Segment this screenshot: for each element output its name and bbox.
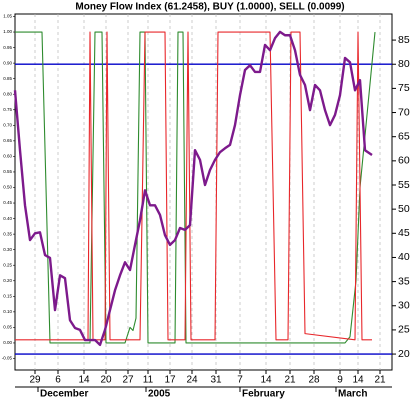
y2-tick-label: 0.65 [3, 138, 12, 143]
y2-tick-label: 0.80 [3, 91, 12, 96]
y2-tick-label: 0.75 [3, 107, 12, 112]
y-tick-label: 70 [398, 106, 410, 118]
y2-tick-label: 0.10 [3, 309, 12, 314]
y-tick-label: 45 [398, 227, 410, 239]
y2-tick-label: 1.05 [3, 14, 12, 19]
y-tick-label: 65 [398, 130, 410, 142]
y-tick-label: 50 [398, 203, 410, 215]
y2-tick-label: 0.55 [3, 169, 12, 174]
y2-tick-label: 0.25 [3, 262, 12, 267]
y-tick-label: 30 [398, 300, 410, 312]
y2-tick-label: 0.00 [3, 340, 12, 345]
y-tick-label: 25 [398, 324, 410, 336]
period-label: March [338, 389, 367, 400]
y2-tick-label: 0.35 [3, 231, 12, 236]
y-tick-label: 75 [398, 82, 410, 94]
y2-tick-label: 0.90 [3, 60, 12, 65]
x-tick-label: 14 [78, 375, 90, 386]
x-tick-label: 7 [237, 375, 243, 386]
y2-tick-label: 1.00 [3, 29, 12, 34]
x-tick-label: 9 [337, 375, 343, 386]
y2-tick-label: 0.45 [3, 200, 12, 205]
y-tick-label: 60 [398, 155, 410, 167]
y2-tick-label: 0.30 [3, 247, 12, 252]
x-tick-label: 11 [143, 375, 154, 386]
y-tick-label: 85 [398, 34, 410, 46]
x-tick-label: 14 [260, 375, 272, 386]
y2-tick-label: 0.60 [3, 154, 12, 159]
period-label: December [40, 389, 88, 400]
x-tick-label: 21 [284, 375, 296, 386]
period-label: 2005 [148, 389, 171, 400]
plot-frame [14, 13, 393, 371]
y2-tick-label: 0.20 [3, 278, 12, 283]
series-line [15, 31, 376, 344]
x-tick-label: 29 [29, 375, 41, 386]
x-tick-label: 24 [186, 375, 198, 386]
y-tick-label: 40 [398, 251, 410, 263]
y2-tick-label: 0.70 [3, 122, 12, 127]
x-tick-label: 27 [122, 375, 134, 386]
x-tick-label: 20 [100, 375, 112, 386]
y2-tick-label: 0.85 [3, 76, 12, 81]
x-tick-label: 31 [210, 375, 222, 386]
chart-title: Money Flow Index (61.2458), BUY (1.0000)… [75, 2, 344, 13]
x-tick-label: 28 [308, 375, 320, 386]
x-tick-label: 21 [374, 375, 386, 386]
y-tick-label: 35 [398, 275, 410, 287]
series-line [15, 31, 372, 341]
series-line [13, 30, 373, 347]
x-tick-label: 17 [164, 375, 176, 386]
y-tick-label: 55 [398, 179, 410, 191]
y2-tick-label: 0.95 [3, 45, 12, 50]
y-tick-label: 80 [398, 58, 410, 70]
period-label: February [242, 389, 285, 400]
y2-tick-label: 0.05 [3, 325, 12, 330]
y2-tick-label: 0.40 [3, 216, 12, 221]
y2-tick-label: -0.05 [2, 356, 13, 361]
x-tick-label: 6 [55, 375, 61, 386]
x-tick-label: 14 [352, 375, 364, 386]
y2-tick-label: 0.15 [3, 294, 12, 299]
y-tick-label: 20 [398, 348, 410, 360]
y2-tick-label: 0.50 [3, 185, 12, 190]
